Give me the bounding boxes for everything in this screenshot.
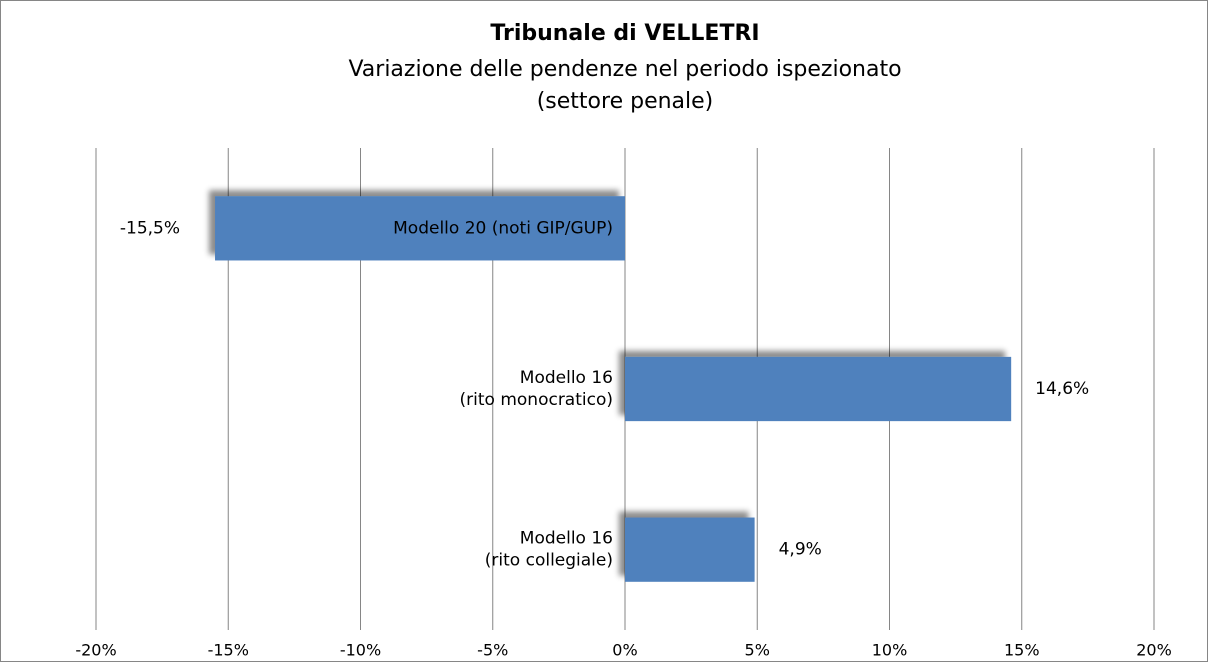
bar <box>625 356 1012 422</box>
category-label: (rito monocratico) <box>460 390 613 410</box>
x-tick-label: -5% <box>477 641 508 660</box>
chart-subtitle: (settore penale) <box>537 89 714 114</box>
x-tick-label: 0% <box>612 641 637 660</box>
category-label: Modello 20 (noti GIP/GUP) <box>393 218 613 238</box>
category-label: Modello 16 <box>520 529 613 549</box>
x-tick-label: -10% <box>340 641 381 660</box>
x-tick-label: -20% <box>75 641 116 660</box>
bar <box>625 517 755 582</box>
x-tick-label: -15% <box>208 641 249 660</box>
value-label: 14,6% <box>1035 379 1089 399</box>
value-label: -15,5% <box>120 218 180 238</box>
value-label: 4,9% <box>779 540 822 560</box>
category-label: Modello 16 <box>520 368 613 388</box>
chart-subtitle: Variazione delle pendenze nel periodo is… <box>348 57 901 82</box>
bar <box>215 196 625 261</box>
x-tick-label: 5% <box>745 641 770 660</box>
category-label: (rito collegiale) <box>485 551 613 571</box>
x-tick-label: 15% <box>1004 641 1040 660</box>
x-tick-label: 20% <box>1136 641 1172 660</box>
x-tick-label: 10% <box>872 641 908 660</box>
chart-title: Tribunale di VELLETRI <box>490 21 759 46</box>
